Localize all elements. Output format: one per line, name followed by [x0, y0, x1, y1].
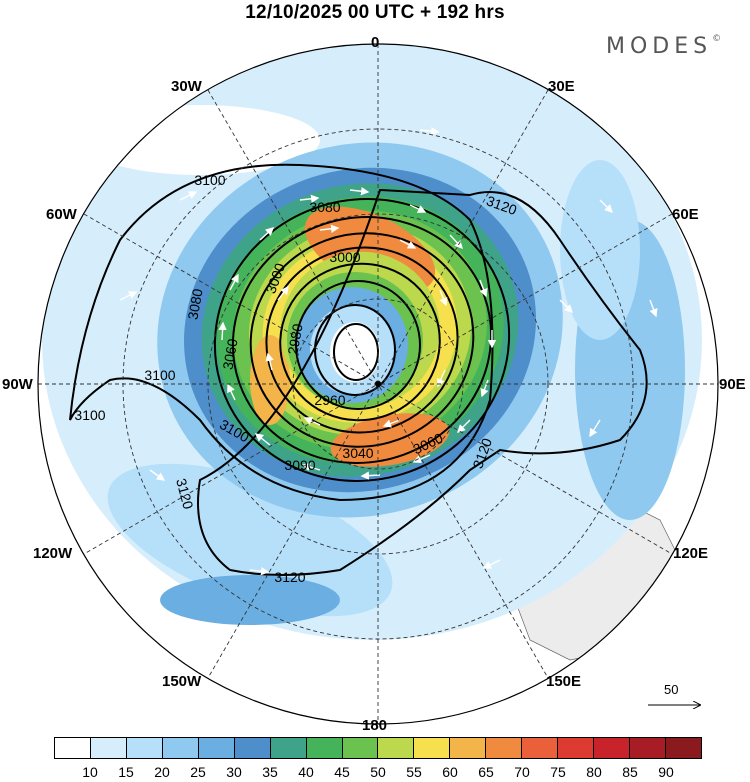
contour-2960 [314, 304, 396, 396]
contour-label: 3040 [342, 445, 373, 461]
colorbar-tick-label: 35 [262, 764, 278, 780]
colorbar-segment [55, 738, 91, 758]
map-disk [38, 44, 718, 724]
lon-label-90w: 90W [2, 376, 33, 393]
colorbar-tick-label: 45 [334, 764, 350, 780]
colorbar-segment [450, 738, 487, 758]
colorbar-segment [665, 738, 701, 758]
contour-3080 [213, 198, 511, 482]
lon-label-150w: 150W [162, 673, 202, 690]
lon-label-150e: 150E [546, 673, 582, 690]
colorbar-tick-label: 55 [406, 764, 422, 780]
colorbar-segment [522, 738, 559, 758]
map-title: 12/10/2025 00 UTC + 192 hrs [245, 2, 505, 23]
brand-logo: MODES© [606, 34, 721, 59]
colorbar-tick-label: 50 [370, 764, 386, 780]
lon-label-30e: 30E [548, 78, 575, 95]
contour-label: 3100 [144, 367, 175, 383]
colorbar-tick-label: 25 [190, 764, 206, 780]
colorbar-segment [414, 738, 451, 758]
colorbar-segment [198, 738, 235, 758]
contour-3000 [279, 262, 441, 422]
lon-label-60w: 60W [46, 206, 77, 223]
colorbar-segment [234, 738, 271, 758]
lon-label-0: 0 [371, 34, 380, 51]
wind-vectors [119, 127, 658, 576]
colorbar-tick-label: 80 [586, 764, 602, 780]
contour-label: 2960 [314, 392, 345, 408]
lon-label-30w: 30W [171, 78, 202, 95]
colorbar-segment [630, 738, 666, 758]
colorbar-segment [270, 738, 307, 758]
colorbar-segment [594, 738, 630, 758]
contour-label: 2980 [284, 322, 305, 356]
colorbar-tick-label: 65 [478, 764, 494, 780]
map-border [37, 43, 719, 725]
lon-label-90e: 90E [719, 376, 746, 393]
wind-reference-value: 50 [664, 682, 679, 697]
colorbar-tick-label: 10 [82, 764, 98, 780]
colorbar-segment [486, 738, 523, 758]
contour-label: 3100 [74, 407, 105, 423]
colorbar-tick-label: 75 [550, 764, 566, 780]
lon-label-60e: 60E [672, 206, 699, 223]
contour-label: 3080 [309, 199, 340, 215]
lon-label-180: 180 [362, 717, 388, 734]
contour-label: 3060 [219, 337, 240, 371]
colorbar-segment [162, 738, 199, 758]
colorbar-tick-label: 15 [118, 764, 134, 780]
colorbar-segment [378, 738, 415, 758]
lon-label-120e: 120E [673, 545, 709, 562]
colorbar-segment [342, 738, 379, 758]
colorbar-tick-label: 60 [442, 764, 458, 780]
contour-2980 [295, 280, 421, 410]
colorbar [54, 737, 702, 759]
colorbar-segment [90, 738, 127, 758]
brand-name: MODES [606, 34, 713, 59]
colorbar-tick-label: 30 [226, 764, 242, 780]
contour-label: 3090 [284, 457, 315, 473]
colorbar-tick-label: 85 [622, 764, 638, 780]
contour-label: 3120 [274, 569, 305, 585]
colorbar-tick-label: 90 [658, 764, 674, 780]
contour-label: 3100 [194, 172, 225, 188]
colorbar-segment [558, 738, 595, 758]
contour-label: 3080 [184, 287, 205, 321]
contour-3020 [265, 246, 459, 434]
colorbar-tick-label: 40 [298, 764, 314, 780]
lon-label-120w: 120W [33, 545, 73, 562]
brand-mark: © [712, 33, 722, 44]
contour-label: 3120 [173, 477, 197, 511]
pole-marker [375, 381, 381, 387]
colorbar-segment [306, 738, 343, 758]
contour-outer-3120 [197, 188, 648, 576]
colorbar-tick-label: 70 [514, 764, 530, 780]
contour-3040 [249, 232, 475, 448]
colorbar-tick-label: 20 [154, 764, 170, 780]
contour-label: 3000 [329, 249, 360, 265]
colorbar-segment [126, 738, 163, 758]
